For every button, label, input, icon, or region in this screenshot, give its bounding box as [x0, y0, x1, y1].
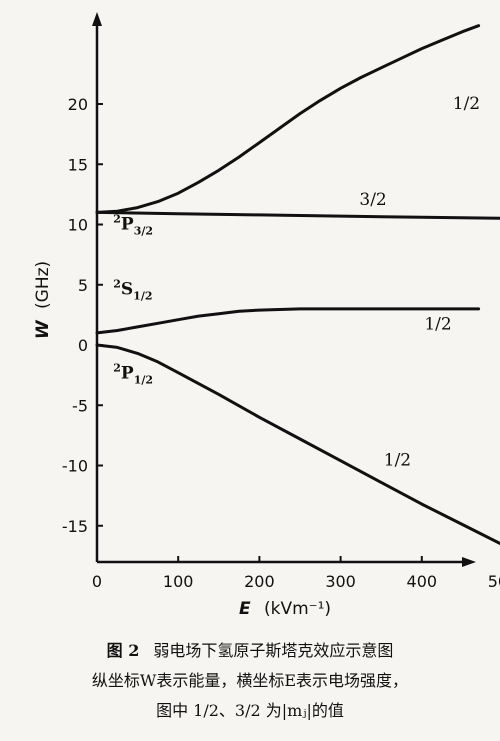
state-letter: S [121, 279, 133, 299]
series-label: 1/2 [384, 451, 411, 471]
state-letter: P [121, 214, 134, 234]
y-tick-label: 20 [68, 95, 88, 114]
state-letter: P [121, 364, 134, 384]
y-axis-arrow [92, 12, 102, 26]
curve-group [95, 24, 500, 546]
x-axis-title: E (kVm⁻¹) [239, 599, 331, 619]
state-subscript: 1/2 [134, 374, 153, 387]
state-label: 2S1/2 [113, 277, 152, 302]
x-axis-variable: E [239, 599, 251, 619]
series-label: 3/2 [359, 190, 386, 210]
y-axis-title: W (GHz) [33, 261, 53, 339]
x-tick-label: 200 [244, 572, 275, 591]
y-axis-variable: W [33, 319, 53, 339]
y-tick-label: 5 [78, 276, 88, 295]
y-tick-label: -5 [72, 396, 88, 415]
y-tick-label: -15 [62, 517, 88, 536]
figure-number: 图 2 [106, 641, 140, 660]
y-tick-label: 0 [78, 336, 88, 355]
x-tick-label: 100 [163, 572, 194, 591]
tick-group: 0 100 200 300 400 500 20 15 10 5 0 -5 -10 -15 [62, 95, 500, 591]
caption-line-1: 图 2 弱电场下氢原子斯塔克效应示意图 [0, 636, 500, 666]
series-line-1 [95, 24, 481, 214]
x-tick-label: 300 [325, 572, 356, 591]
series-line-4 [95, 343, 500, 546]
caption-title: 弱电场下氢原子斯塔克效应示意图 [153, 641, 394, 660]
state-subscript: 3/2 [134, 224, 153, 237]
x-tick-label: 400 [407, 572, 438, 591]
caption-line-2: 纵坐标W表示能量，横坐标E表示电场强度， [91, 671, 409, 690]
state-label: 2P1/2 [113, 362, 153, 387]
y-axis-unit: (GHz) [33, 261, 53, 309]
x-tick-label: 500 [488, 572, 500, 591]
series-label: 1/2 [424, 314, 451, 334]
figure-caption: 图 2 弱电场下氢原子斯塔克效应示意图 纵坐标W表示能量，横坐标E表示电场强度， … [0, 636, 500, 726]
x-axis-unit: (kVm⁻¹) [264, 599, 331, 619]
axes [92, 12, 476, 567]
y-tick-label: 10 [68, 216, 88, 235]
state-superscript: 2 [113, 277, 121, 290]
series-line-3 [95, 307, 481, 335]
series-label: 1/2 [453, 94, 480, 114]
series-line-2 [95, 210, 500, 220]
x-tick-label: 0 [92, 572, 102, 591]
caption-line-3: 图中 1/2、3/2 为|mⱼ|的值 [156, 701, 344, 720]
stark-effect-chart: 0 100 200 300 400 500 20 15 10 5 0 -5 -10 -15 1/2 3/2 1… [33, 12, 500, 619]
state-label: 2P3/2 [113, 212, 153, 237]
x-axis-arrow [462, 557, 476, 567]
state-superscript: 2 [113, 212, 121, 225]
y-tick-label: -10 [62, 457, 88, 476]
state-superscript: 2 [113, 362, 121, 375]
state-subscript: 1/2 [133, 289, 152, 302]
y-tick-label: 15 [68, 155, 88, 174]
